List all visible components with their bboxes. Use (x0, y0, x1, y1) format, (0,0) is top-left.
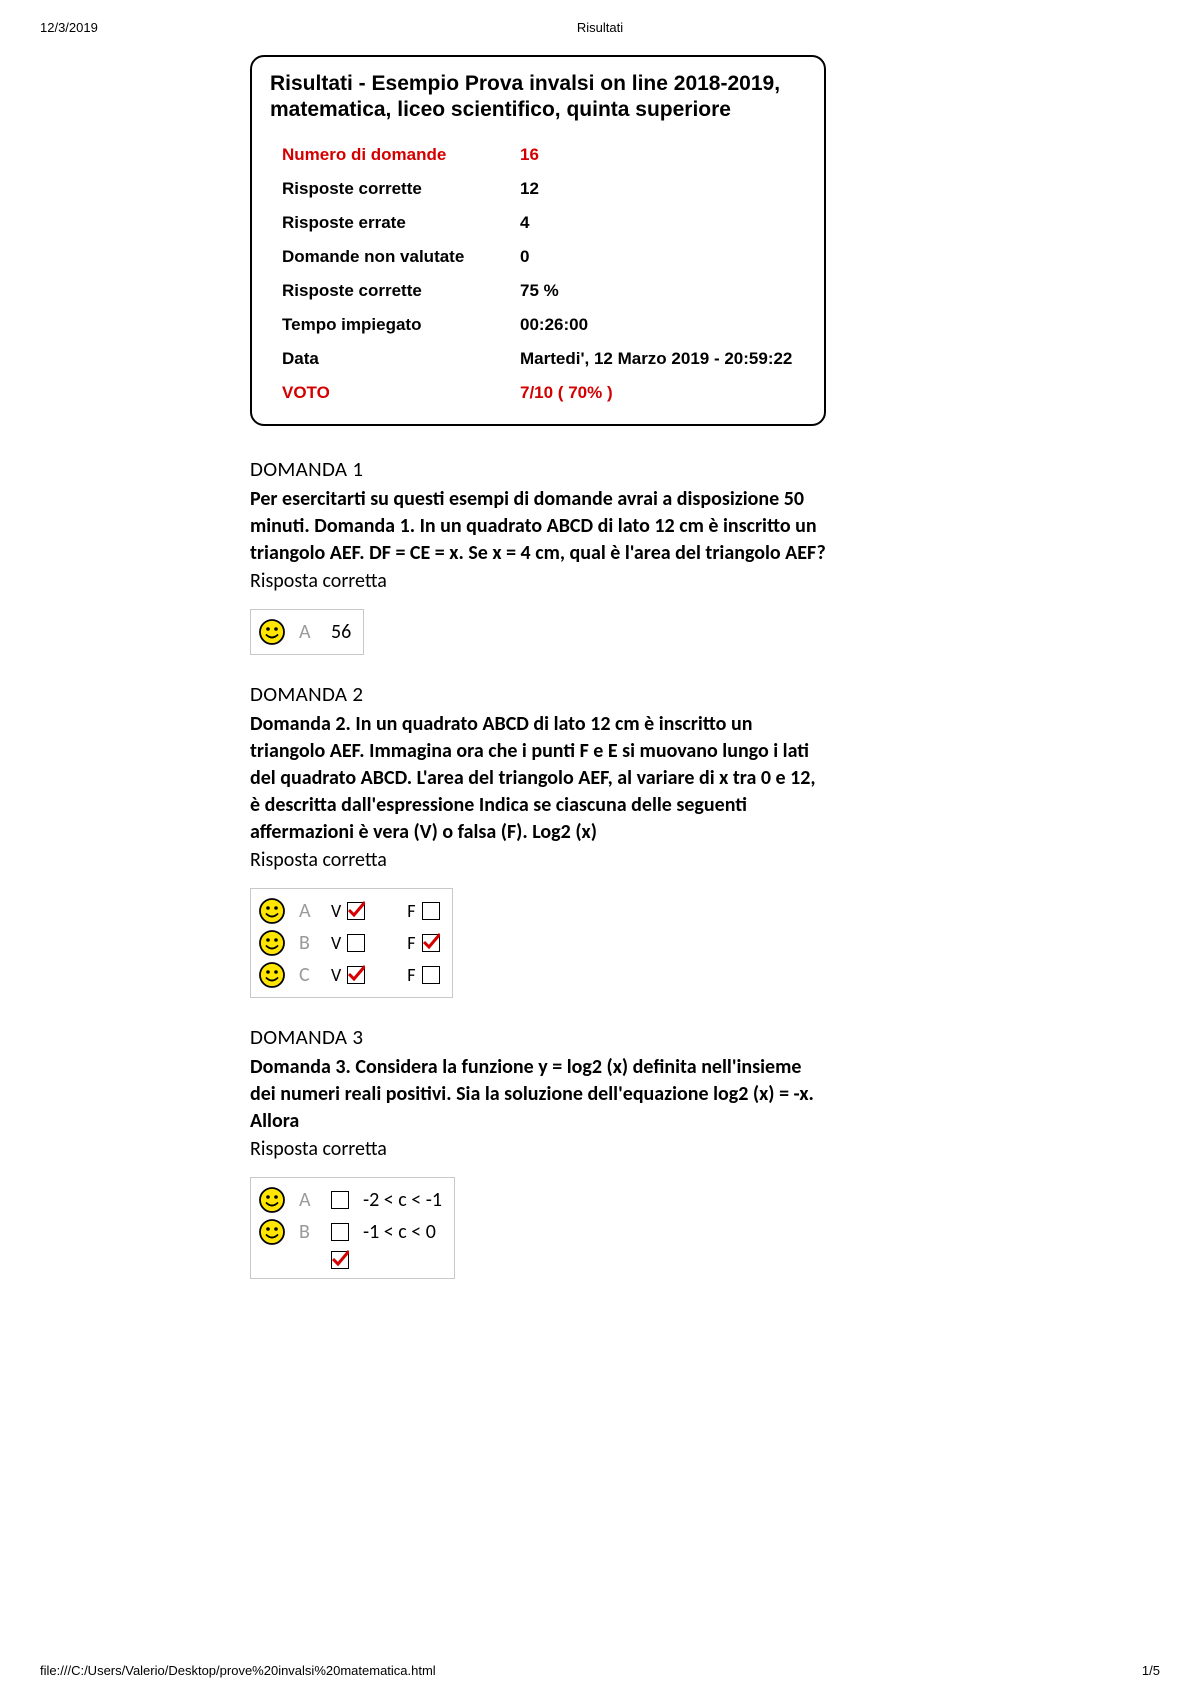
f-label: F (407, 900, 415, 922)
stats-row: Data Martedi', 12 Marzo 2019 - 20:59:22 (270, 342, 806, 376)
stats-value: 0 (520, 247, 529, 267)
checkbox-empty-icon (347, 934, 365, 952)
true-option: V (331, 900, 365, 922)
smiley-icon (259, 930, 285, 956)
stats-label: Tempo impiegato (282, 315, 520, 335)
answer-row: A V F (259, 895, 440, 927)
option-letter: B (299, 1220, 317, 1244)
stats-row: Risposte corrette 12 (270, 172, 806, 206)
checkbox-empty-icon (331, 1191, 349, 1209)
question-3: DOMANDA 3 Domanda 3. Considera la funzio… (250, 1024, 826, 1279)
stats-row: Numero di domande 16 (270, 138, 806, 172)
true-option: V (331, 964, 365, 986)
option-letter: A (299, 1188, 317, 1212)
checkbox-checked-icon (422, 934, 440, 952)
print-date: 12/3/2019 (40, 20, 98, 35)
smiley-icon (259, 1219, 285, 1245)
question-2: DOMANDA 2 Domanda 2. In un quadrato ABCD… (250, 681, 826, 998)
answer-box: A 56 (250, 609, 364, 655)
false-option: F (407, 964, 439, 986)
checkbox-checked-icon (347, 966, 365, 984)
stats-row: Risposte corrette 75 % (270, 274, 806, 308)
question-1: DOMANDA 1 Per esercitarti su questi esem… (250, 456, 826, 655)
question-text: Domanda 2. In un quadrato ABCD di lato 1… (250, 711, 826, 846)
v-label: V (331, 900, 341, 922)
question-heading: DOMANDA 2 (250, 681, 826, 707)
stats-value: 12 (520, 179, 539, 199)
answer-status: Risposta corretta (250, 1137, 826, 1161)
stats-value: 7/10 ( 70% ) (520, 383, 613, 403)
option-letter: C (299, 963, 317, 987)
smiley-icon (259, 1187, 285, 1213)
false-option: F (407, 900, 439, 922)
question-heading: DOMANDA 1 (250, 456, 826, 482)
stats-row: Domande non valutate 0 (270, 240, 806, 274)
question-heading: DOMANDA 3 (250, 1024, 826, 1050)
footer-page: 1/5 (1142, 1663, 1160, 1678)
checkbox-empty-icon (331, 1223, 349, 1241)
checkbox-empty-icon (422, 902, 440, 920)
stats-value: 4 (520, 213, 529, 233)
stats-row: Risposte errate 4 (270, 206, 806, 240)
answer-box: A -2 < c < -1 B -1 < c < 0 (250, 1177, 455, 1279)
results-stats: Numero di domande 16Risposte corrette 12… (270, 138, 806, 410)
false-option: F (407, 932, 439, 954)
option-letter: A (299, 899, 317, 923)
answer-box: A V F B V F (250, 888, 453, 998)
stats-label: Risposte errate (282, 213, 520, 233)
v-label: V (331, 964, 341, 986)
stats-value: 00:26:00 (520, 315, 588, 335)
stats-value: 16 (520, 145, 539, 165)
print-footer: file:///C:/Users/Valerio/Desktop/prove%2… (40, 1663, 1160, 1678)
footer-path: file:///C:/Users/Valerio/Desktop/prove%2… (40, 1663, 436, 1678)
answer-row-partial (259, 1248, 442, 1272)
answer-row: C V F (259, 959, 440, 991)
smiley-icon (259, 898, 285, 924)
answer-status: Risposta corretta (250, 848, 826, 872)
stats-value: Martedi', 12 Marzo 2019 - 20:59:22 (520, 349, 792, 369)
results-title: Risultati - Esempio Prova invalsi on lin… (270, 71, 806, 124)
results-box: Risultati - Esempio Prova invalsi on lin… (250, 55, 826, 426)
checkbox-checked-icon (331, 1251, 349, 1269)
true-option: V (331, 932, 365, 954)
stats-row: VOTO 7/10 ( 70% ) (270, 376, 806, 410)
option-letter: A (299, 620, 317, 644)
stats-label: Data (282, 349, 520, 369)
answer-row: B V F (259, 927, 440, 959)
answer-row: A 56 (259, 616, 351, 648)
stats-label: Risposte corrette (282, 179, 520, 199)
option-letter: B (299, 931, 317, 955)
f-label: F (407, 964, 415, 986)
answer-status: Risposta corretta (250, 569, 826, 593)
option-text: -2 < c < -1 (363, 1188, 442, 1212)
checkbox-empty-icon (422, 966, 440, 984)
stats-label: Domande non valutate (282, 247, 520, 267)
option-text: -1 < c < 0 (363, 1220, 436, 1244)
option-value: 56 (331, 620, 351, 644)
stats-row: Tempo impiegato 00:26:00 (270, 308, 806, 342)
v-label: V (331, 932, 341, 954)
smiley-icon (259, 962, 285, 988)
stats-label: VOTO (282, 383, 520, 403)
f-label: F (407, 932, 415, 954)
stats-value: 75 % (520, 281, 559, 301)
checkbox-checked-icon (347, 902, 365, 920)
question-text: Per esercitarti su questi esempi di doma… (250, 486, 826, 567)
answer-row: B -1 < c < 0 (259, 1216, 442, 1248)
answer-row: A -2 < c < -1 (259, 1184, 442, 1216)
print-title: Risultati (577, 20, 623, 35)
stats-label: Numero di domande (282, 145, 520, 165)
stats-label: Risposte corrette (282, 281, 520, 301)
smiley-icon (259, 619, 285, 645)
question-text: Domanda 3. Considera la funzione y = log… (250, 1054, 826, 1135)
